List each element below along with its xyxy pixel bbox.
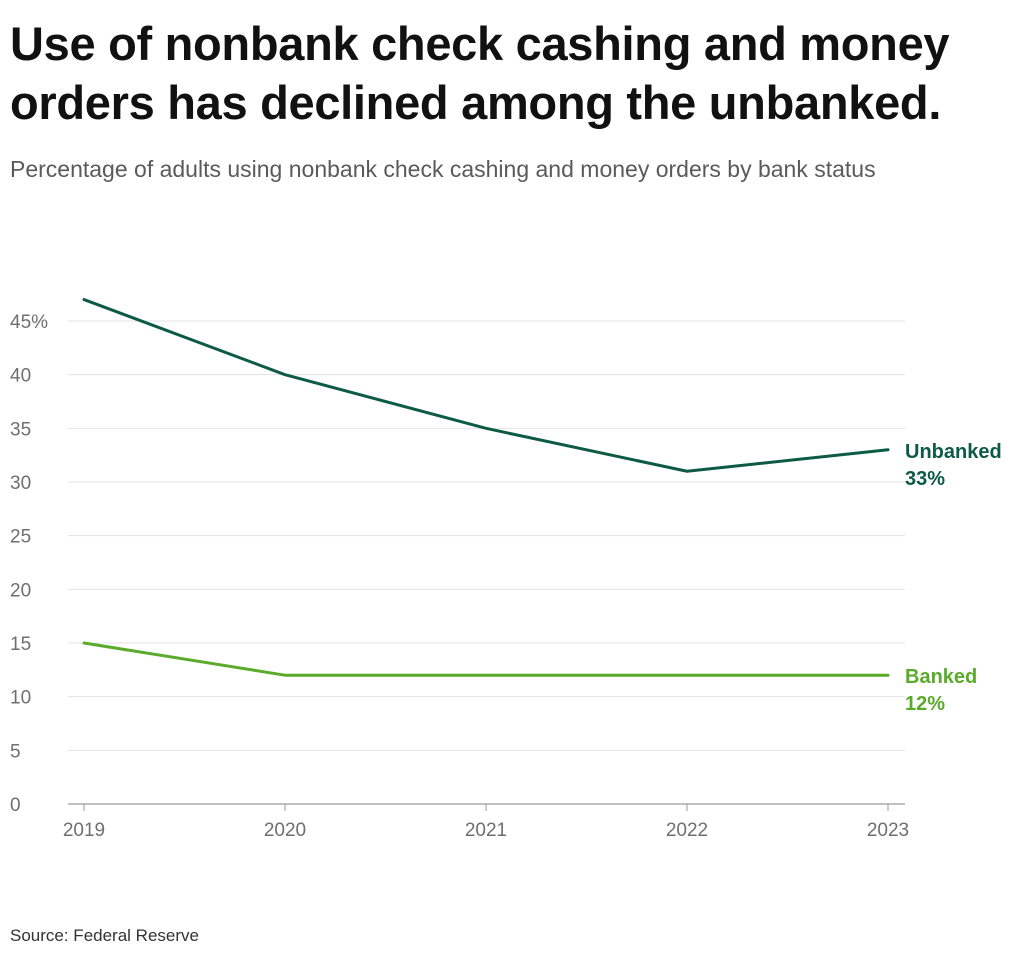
y-tick-label-40: 40 [10, 366, 31, 387]
y-tick-label-0: 0 [10, 795, 21, 816]
x-tick-label-2020: 2020 [264, 820, 306, 841]
series-end-value-unbanked: 33% [905, 468, 945, 490]
series-end-value-banked: 12% [905, 693, 945, 715]
x-tick-label-2019: 2019 [63, 820, 105, 841]
series-line-banked [82, 641, 890, 677]
line-chart: 0 5 10 15 20 25 30 35 40 45% 2019 2020 2021 2022 2023 U… [10, 298, 1002, 841]
source-note: Source: Federal Reserve [10, 926, 199, 945]
x-tick-label-2022: 2022 [666, 820, 708, 841]
y-tick-label-45: 45% [10, 312, 48, 333]
chart-subtitle: Percentage of adults using nonbank check… [10, 156, 876, 182]
x-tick-label-2021: 2021 [465, 820, 507, 841]
series-label-banked: Banked [905, 666, 977, 688]
x-tick-label-2023: 2023 [867, 820, 909, 841]
series-label-unbanked: Unbanked [905, 441, 1002, 463]
y-tick-label-5: 5 [10, 741, 21, 762]
series-line-unbanked [82, 298, 890, 473]
y-tick-label-10: 10 [10, 688, 31, 709]
y-tick-label-15: 15 [10, 634, 31, 655]
y-tick-label-25: 25 [10, 527, 31, 548]
y-tick-label-35: 35 [10, 419, 31, 440]
y-tick-label-30: 30 [10, 473, 31, 494]
y-tick-label-20: 20 [10, 580, 31, 601]
chart-title: Use of nonbank check cashing and money o… [10, 17, 950, 129]
